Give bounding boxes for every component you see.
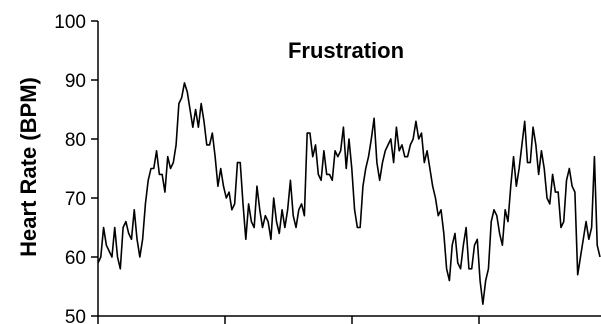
y-tick-label: 100	[54, 12, 86, 33]
series-line	[97, 82, 601, 306]
series-group	[97, 82, 601, 306]
y-axis-title: Heart Rate (BPM)	[16, 77, 41, 257]
y-tick-label: 90	[65, 71, 86, 92]
y-tick-label: 50	[65, 307, 86, 324]
y-tick-label: 70	[65, 189, 86, 210]
y-tick-label: 80	[65, 130, 86, 151]
y-tick-label: 60	[65, 248, 86, 269]
axes: 50 60 70 80 90 100	[54, 12, 601, 324]
chart-title: Frustration	[288, 38, 404, 63]
